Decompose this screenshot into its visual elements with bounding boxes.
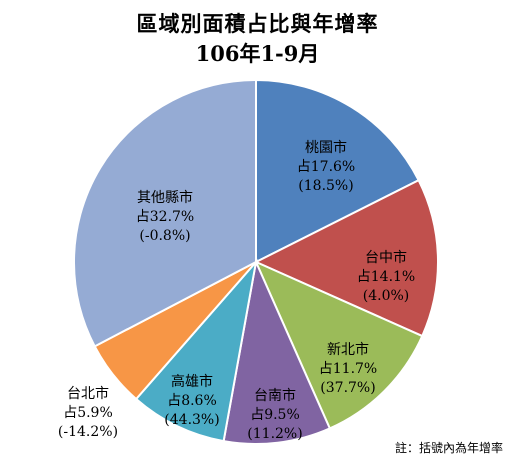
slice-growth-label: (-0.8%)	[139, 228, 190, 244]
slice-name-label: 台中市	[365, 249, 407, 266]
slice-share-label: 占8.6%	[167, 393, 217, 409]
slice-growth-label: (37.7%)	[320, 380, 375, 396]
slice-share-label: 占32.7%	[136, 209, 194, 225]
slice-name-label: 其他縣市	[137, 189, 193, 206]
chart-title: 區域別面積占比與年增率	[136, 11, 379, 36]
slice-share-label: 占14.1%	[357, 269, 415, 285]
pie-slice-1	[255, 78, 420, 264]
slice-name-label: 新北市	[327, 341, 369, 358]
pie-slice-3	[254, 260, 424, 430]
chart-subtitle: 106年1-9月	[195, 41, 320, 66]
slice-share-label: 占9.5%	[250, 407, 300, 423]
slice-name-label: 高雄市	[171, 373, 213, 390]
pie-slice-5	[134, 258, 258, 443]
slice-share-label: 占11.7%	[319, 361, 377, 377]
slice-growth-label: (18.5%)	[298, 178, 353, 194]
slice-growth-label: (-14.2%)	[58, 424, 118, 440]
slice-share-label: 占17.6%	[297, 159, 355, 175]
slice-name-label: 台南市	[254, 387, 296, 404]
slice-name-label: 桃園市	[305, 139, 347, 156]
pie-slice-7	[72, 78, 257, 348]
slice-growth-label: (44.3%)	[164, 412, 219, 428]
pie-slice-2	[253, 178, 439, 338]
chart-note: 註：括號內為年增率	[394, 441, 503, 455]
slice-share-label: 占5.9%	[63, 405, 113, 421]
slice-growth-label: (4.0%)	[363, 288, 410, 304]
pie-slice-4	[222, 258, 332, 446]
slice-growth-label: (11.2%)	[247, 426, 302, 442]
slice-name-label: 台北市	[67, 385, 109, 402]
